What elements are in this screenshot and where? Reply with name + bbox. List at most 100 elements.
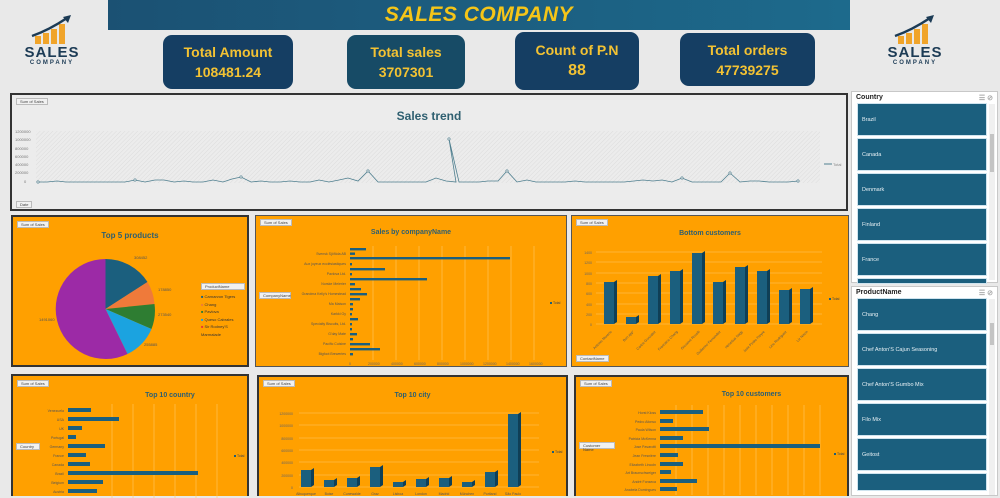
sum-of-sales-field-button[interactable]: Sum of Sales xyxy=(260,219,292,226)
svg-text:Specialty Biscuits, Ltd.: Specialty Biscuits, Ltd. xyxy=(311,322,346,326)
svg-text:0: 0 xyxy=(24,179,27,184)
pie-data-label: 255885 xyxy=(144,342,158,347)
logo-name: SALES xyxy=(887,44,943,61)
top-10-country-chart[interactable]: Sum of Sales Top 10 country Country Vene… xyxy=(11,374,249,498)
slicer-item[interactable]: Canada xyxy=(857,138,987,171)
slicer-item[interactable]: Filo Mix xyxy=(857,403,987,436)
sum-of-sales-field-button[interactable]: Sum of Sales xyxy=(263,380,295,387)
customer-name-field-button[interactable]: Customer Name xyxy=(579,442,615,452)
sales-trend-chart[interactable]: Sum of Sales Sales trend 1200000 1000000 8… xyxy=(10,93,848,211)
svg-text:Karkki Oy: Karkki Oy xyxy=(331,312,346,316)
sum-of-sales-field-button[interactable]: Sum of Sales xyxy=(17,221,49,228)
growth-chart-icon xyxy=(31,15,71,44)
svg-text:1200: 1200 xyxy=(584,261,592,265)
slicer-item[interactable]: Brazil xyxy=(857,103,987,136)
svg-text:Ma Maison: Ma Maison xyxy=(329,302,346,306)
svg-text:1000000: 1000000 xyxy=(460,362,474,366)
kpi-label: Count of P.N xyxy=(535,42,619,58)
company-name-field-button[interactable]: CompanyName xyxy=(259,292,291,299)
svg-text:600000: 600000 xyxy=(15,154,29,159)
slicer-item[interactable]: Finland xyxy=(857,208,987,241)
svg-text:400: 400 xyxy=(586,303,592,307)
svg-text:Svensk Sjöföda AB: Svensk Sjöföda AB xyxy=(316,252,346,256)
svg-text:1000: 1000 xyxy=(584,272,592,276)
product-name-field-button[interactable]: ProductName xyxy=(201,283,245,290)
logo-sub: COMPANY xyxy=(892,60,938,66)
svg-text:Graz: Graz xyxy=(371,492,379,496)
product-name-slicer[interactable]: ProductName ☰ ⊘ Chang Chef Anton'S Cajun … xyxy=(851,286,998,496)
chart-title: Bottom customers xyxy=(679,230,741,237)
svg-text:Jean Fresnière: Jean Fresnière xyxy=(633,454,656,458)
company-logo-left: SALES COMPANY xyxy=(12,14,92,74)
logo-name: SALES xyxy=(24,44,80,61)
growth-chart-icon xyxy=(894,15,934,44)
multi-select-icon[interactable]: ☰ ⊘ xyxy=(978,95,993,102)
sales-by-company-chart[interactable]: Sum of Sales Sales by companyName Compan… xyxy=(255,215,567,367)
svg-text:1200000: 1200000 xyxy=(483,362,497,366)
top-10-customers-chart[interactable]: Sum of Sales Top 10 customers Customer N… xyxy=(574,375,849,496)
slicer-item[interactable]: France xyxy=(857,243,987,276)
chart-title: Top 10 customers xyxy=(721,391,782,398)
svg-text:Antonio Moreno: Antonio Moreno xyxy=(592,330,612,350)
svg-text:Pedro Afonso: Pedro Afonso xyxy=(635,420,656,424)
slicer-item[interactable]: Chef Anton'S Cajun Seasoning xyxy=(857,333,987,366)
contact-name-field-button[interactable]: ContactName xyxy=(576,355,609,362)
top-5-products-chart[interactable]: Sum of Sales Top 5 products 308452 17885… xyxy=(11,215,249,367)
column-bar-plot: 0 200 400 600 800 1000 1200 1400 Antonio Moreno… xyxy=(584,251,840,356)
slicer-item[interactable]: Chef Anton'S Gumbo Mix xyxy=(857,368,987,401)
svg-text:800: 800 xyxy=(586,282,592,286)
pie-data-label: 178850 xyxy=(158,287,172,292)
line-plot: 120000010000008000006000004000002000000 … xyxy=(15,129,842,184)
horizontal-bar-plot: Svensk Sjöföda AB Aux joyeux ecclésiastiq… xyxy=(302,246,561,366)
svg-text:Francisco Chang: Francisco Chang xyxy=(657,330,679,352)
svg-text:0: 0 xyxy=(349,362,351,366)
slicer-item-partial[interactable] xyxy=(857,278,987,284)
svg-text:Paula Wilson: Paula Wilson xyxy=(636,428,656,432)
svg-text:France: France xyxy=(53,454,64,458)
slicer-item-partial[interactable] xyxy=(857,473,987,491)
svg-text:1000000: 1000000 xyxy=(15,137,31,142)
slicer-scrollbar[interactable] xyxy=(989,104,995,280)
svg-text:Total: Total xyxy=(832,297,840,301)
kpi-total-orders: Total orders 47739275 xyxy=(680,33,815,86)
svg-text:Art Braunschweiger: Art Braunschweiger xyxy=(625,471,656,475)
sum-of-sales-field-button[interactable]: Sum of Sales xyxy=(16,98,48,105)
svg-text:200000: 200000 xyxy=(368,362,380,366)
svg-text:1600000: 1600000 xyxy=(529,362,543,366)
svg-text:1000000: 1000000 xyxy=(279,424,293,428)
svg-text:600: 600 xyxy=(586,292,592,296)
svg-text:Jose Pedro Freyre: Jose Pedro Freyre xyxy=(743,330,766,353)
slicer-item[interactable]: Chang xyxy=(857,298,987,331)
svg-text:Anabela Domingues: Anabela Domingues xyxy=(624,488,656,492)
sum-of-sales-field-button[interactable]: Sum of Sales xyxy=(17,380,49,387)
horizontal-bar-plot: Horst Kloss Pedro Afonso Paula Wilson Patri… xyxy=(624,405,845,495)
svg-text:Portugal: Portugal xyxy=(51,436,64,440)
svg-text:UK: UK xyxy=(59,427,65,431)
svg-text:1200000: 1200000 xyxy=(15,129,31,134)
bottom-customers-chart[interactable]: Sum of Sales Bottom customers 0 200 400 600… xyxy=(571,215,849,367)
slicer-scrollbar[interactable] xyxy=(989,299,995,495)
sum-of-sales-field-button[interactable]: Sum of Sales xyxy=(576,219,608,226)
slicer-title: ProductName xyxy=(856,289,902,296)
svg-text:Pavlova Ltd.: Pavlova Ltd. xyxy=(327,272,346,276)
svg-text:Germany: Germany xyxy=(50,445,65,449)
slicer-item[interactable]: Denmark xyxy=(857,173,987,206)
chart-title: Top 5 products xyxy=(101,231,159,240)
top-10-city-chart[interactable]: Sum of Sales Top 10 city 0 200000 400000 60… xyxy=(257,375,568,496)
country-slicer[interactable]: Country ☰ ⊘ Brazil Canada Denmark Finland… xyxy=(851,91,998,284)
multi-select-icon[interactable]: ☰ ⊘ xyxy=(978,290,993,297)
svg-text:Total: Total xyxy=(553,301,561,305)
svg-text:Liz Nixon: Liz Nixon xyxy=(796,330,809,343)
svg-text:Helvetius Nagy: Helvetius Nagy xyxy=(724,330,744,350)
svg-text:G'day Mate: G'day Mate xyxy=(328,332,346,336)
sum-of-sales-field-button[interactable]: Sum of Sales xyxy=(580,380,612,387)
svg-text:400000: 400000 xyxy=(15,162,29,167)
svg-text:1400000: 1400000 xyxy=(506,362,520,366)
svg-text:Madrid: Madrid xyxy=(439,492,450,496)
chart-title: Top 10 country xyxy=(145,392,195,399)
svg-text:0: 0 xyxy=(590,323,592,327)
kpi-total-amount: Total Amount 108481.24 xyxy=(163,35,293,89)
slicer-item[interactable]: Geitost xyxy=(857,438,987,471)
country-field-button[interactable]: Country xyxy=(16,443,40,450)
date-field-button[interactable]: Date xyxy=(16,201,33,208)
